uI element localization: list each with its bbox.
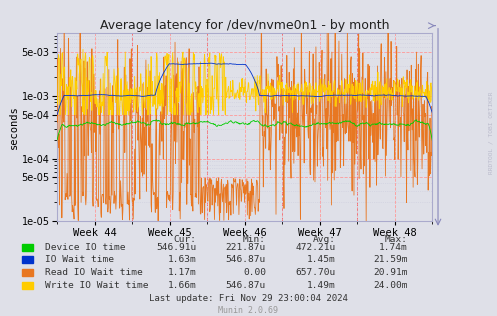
Text: 657.70u: 657.70u — [295, 268, 335, 277]
Text: 546.87u: 546.87u — [226, 281, 266, 289]
Text: 24.00m: 24.00m — [373, 281, 408, 289]
Text: 20.91m: 20.91m — [373, 268, 408, 277]
Text: 1.63m: 1.63m — [167, 255, 196, 264]
Text: IO Wait time: IO Wait time — [45, 255, 114, 264]
Y-axis label: seconds: seconds — [8, 105, 18, 149]
Text: 1.45m: 1.45m — [307, 255, 335, 264]
Text: Read IO Wait time: Read IO Wait time — [45, 268, 143, 277]
Text: 221.87u: 221.87u — [226, 243, 266, 252]
Text: 1.74m: 1.74m — [379, 243, 408, 252]
Text: Write IO Wait time: Write IO Wait time — [45, 281, 148, 289]
Text: 1.49m: 1.49m — [307, 281, 335, 289]
Text: Cur:: Cur: — [173, 235, 196, 244]
Text: Max:: Max: — [385, 235, 408, 244]
Text: 1.17m: 1.17m — [167, 268, 196, 277]
Text: RRDTOOL / TOBI OETIKER: RRDTOOL / TOBI OETIKER — [488, 91, 493, 174]
Text: 546.87u: 546.87u — [226, 255, 266, 264]
Text: 546.91u: 546.91u — [156, 243, 196, 252]
Text: Munin 2.0.69: Munin 2.0.69 — [219, 306, 278, 315]
Text: Device IO time: Device IO time — [45, 243, 125, 252]
Text: 21.59m: 21.59m — [373, 255, 408, 264]
Text: Min:: Min: — [243, 235, 266, 244]
Text: Avg:: Avg: — [313, 235, 335, 244]
Text: 472.21u: 472.21u — [295, 243, 335, 252]
Text: 1.66m: 1.66m — [167, 281, 196, 289]
Text: 0.00: 0.00 — [243, 268, 266, 277]
Title: Average latency for /dev/nvme0n1 - by month: Average latency for /dev/nvme0n1 - by mo… — [100, 19, 390, 32]
Text: Last update: Fri Nov 29 23:00:04 2024: Last update: Fri Nov 29 23:00:04 2024 — [149, 294, 348, 303]
